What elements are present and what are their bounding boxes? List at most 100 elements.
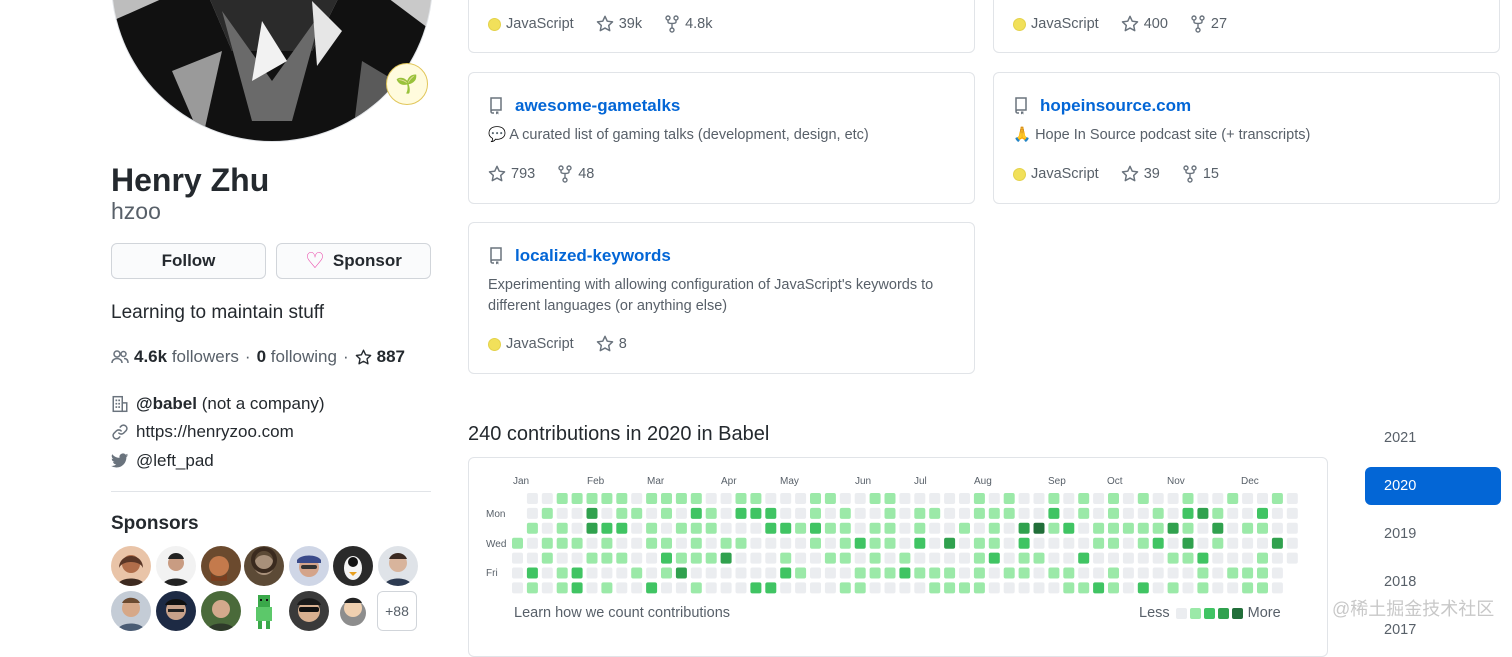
contribution-day[interactable] xyxy=(1122,567,1134,579)
contribution-day[interactable] xyxy=(973,507,985,519)
contribution-day[interactable] xyxy=(705,582,717,594)
contribution-day[interactable] xyxy=(929,493,941,504)
contribution-day[interactable] xyxy=(1093,537,1105,549)
contribution-day[interactable] xyxy=(720,537,732,549)
contribution-day[interactable] xyxy=(1033,493,1045,504)
year-link-2019[interactable]: 2019 xyxy=(1384,526,1417,542)
contribution-day[interactable] xyxy=(944,552,956,564)
contribution-day[interactable] xyxy=(631,552,643,564)
contribution-day[interactable] xyxy=(1033,582,1045,594)
contribution-day[interactable] xyxy=(1271,582,1283,594)
sponsor-avatar[interactable] xyxy=(289,591,329,631)
contribution-day[interactable] xyxy=(1167,552,1179,564)
contribution-day[interactable] xyxy=(646,493,658,504)
contribution-day[interactable] xyxy=(839,507,851,519)
contribution-day[interactable] xyxy=(944,567,956,579)
contribution-day[interactable] xyxy=(1108,522,1119,534)
contribution-day[interactable] xyxy=(1227,507,1239,519)
contribution-day[interactable] xyxy=(1182,567,1194,579)
contribution-day[interactable] xyxy=(631,582,643,594)
contribution-day[interactable] xyxy=(1093,582,1105,594)
contribution-day[interactable] xyxy=(824,522,836,534)
contribution-day[interactable] xyxy=(512,552,523,564)
contribution-day[interactable] xyxy=(810,507,821,519)
contribution-day[interactable] xyxy=(824,537,836,549)
contribution-day[interactable] xyxy=(1152,507,1164,519)
contribution-day[interactable] xyxy=(1063,552,1075,564)
contribution-day[interactable] xyxy=(1063,582,1075,594)
contribution-day[interactable] xyxy=(839,522,851,534)
contribution-day[interactable] xyxy=(616,537,628,549)
contribution-day[interactable] xyxy=(735,552,747,564)
contribution-day[interactable] xyxy=(1257,537,1268,549)
contribution-day[interactable] xyxy=(571,493,583,504)
contribution-day[interactable] xyxy=(854,567,866,579)
follow-button[interactable]: Follow xyxy=(111,243,266,279)
contribution-day[interactable] xyxy=(586,507,598,519)
contribution-day[interactable] xyxy=(586,493,598,504)
contribution-day[interactable] xyxy=(720,522,732,534)
contribution-day[interactable] xyxy=(944,537,956,549)
contribution-day[interactable] xyxy=(1167,493,1179,504)
contribution-day[interactable] xyxy=(1048,493,1060,504)
contribution-day[interactable] xyxy=(854,582,866,594)
contribution-day[interactable] xyxy=(1197,522,1209,534)
contribution-day[interactable] xyxy=(795,493,807,504)
repo-forks-link[interactable]: 4.8k xyxy=(664,14,713,34)
contribution-day[interactable] xyxy=(1152,522,1164,534)
contribution-day[interactable] xyxy=(1197,552,1209,564)
contribution-day[interactable] xyxy=(1063,522,1075,534)
contribution-day[interactable] xyxy=(765,567,777,579)
contribution-day[interactable] xyxy=(556,507,568,519)
contribution-day[interactable] xyxy=(824,582,836,594)
sponsor-avatar[interactable] xyxy=(289,546,329,586)
contribution-day[interactable] xyxy=(1108,537,1119,549)
contribution-day[interactable] xyxy=(720,493,732,504)
contribution-day[interactable] xyxy=(1122,522,1134,534)
contribution-day[interactable] xyxy=(884,493,896,504)
contribution-day[interactable] xyxy=(1048,582,1060,594)
contribution-day[interactable] xyxy=(631,507,643,519)
contribution-day[interactable] xyxy=(1018,567,1030,579)
repo-forks-link[interactable]: 15 xyxy=(1182,164,1219,184)
contribution-day[interactable] xyxy=(1003,537,1015,549)
contribution-day[interactable] xyxy=(750,522,762,534)
contribution-day[interactable] xyxy=(780,522,792,534)
contribution-day[interactable] xyxy=(869,522,881,534)
sponsor-avatar[interactable] xyxy=(244,591,284,631)
contribution-day[interactable] xyxy=(899,522,911,534)
contribution-day[interactable] xyxy=(899,507,911,519)
contribution-day[interactable] xyxy=(1018,582,1030,594)
contribution-day[interactable] xyxy=(988,552,1000,564)
contribution-day[interactable] xyxy=(735,567,747,579)
contribution-day[interactable] xyxy=(586,582,598,594)
contribution-day[interactable] xyxy=(1003,507,1015,519)
contribution-day[interactable] xyxy=(1108,567,1119,579)
contribution-day[interactable] xyxy=(720,567,732,579)
contribution-day[interactable] xyxy=(1212,522,1224,534)
contribution-day[interactable] xyxy=(541,552,553,564)
contribution-day[interactable] xyxy=(705,522,717,534)
contribution-day[interactable] xyxy=(556,522,568,534)
contribution-day[interactable] xyxy=(1122,507,1134,519)
contribution-day[interactable] xyxy=(1271,507,1283,519)
contribution-day[interactable] xyxy=(1286,537,1298,549)
contribution-day[interactable] xyxy=(795,582,807,594)
contribution-day[interactable] xyxy=(571,582,583,594)
contribution-day[interactable] xyxy=(1137,537,1149,549)
contribution-day[interactable] xyxy=(1137,522,1149,534)
contribution-day[interactable] xyxy=(646,522,658,534)
contribution-day[interactable] xyxy=(1078,582,1090,594)
contribution-day[interactable] xyxy=(1286,522,1298,534)
contribution-day[interactable] xyxy=(571,567,583,579)
contribution-day[interactable] xyxy=(1078,493,1090,504)
contribution-day[interactable] xyxy=(1078,522,1090,534)
contribution-day[interactable] xyxy=(1212,537,1224,549)
contribution-day[interactable] xyxy=(1242,522,1254,534)
contribution-day[interactable] xyxy=(1137,493,1149,504)
repo-name-link[interactable]: awesome-gametalks xyxy=(515,96,681,115)
repo-name-link[interactable]: localized-keywords xyxy=(515,246,671,265)
contribution-day[interactable] xyxy=(526,567,538,579)
contribution-day[interactable] xyxy=(1212,507,1224,519)
contribution-day[interactable] xyxy=(556,567,568,579)
